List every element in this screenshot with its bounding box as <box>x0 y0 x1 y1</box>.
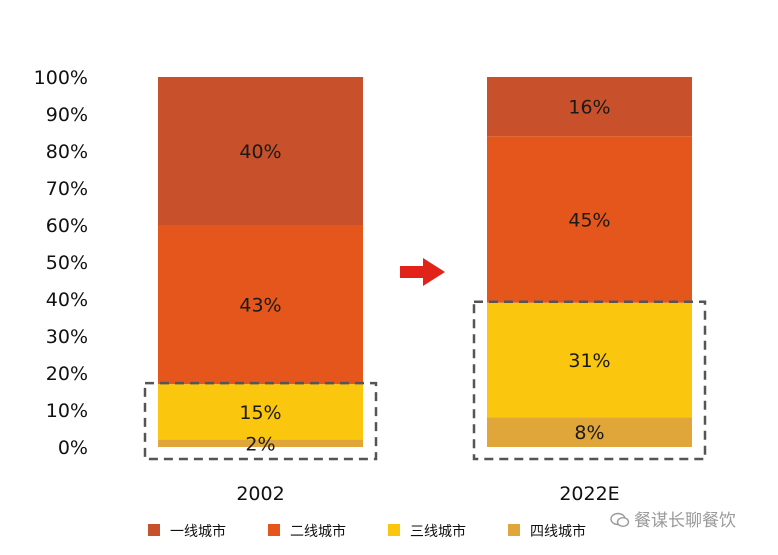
legend-label: 四线城市 <box>530 523 586 540</box>
x-category-label: 2022E <box>559 483 619 505</box>
y-tick-label: 60% <box>46 215 88 237</box>
x-axis-categories: 2002 2022E <box>236 483 619 505</box>
data-labels-group: 2% 15% 43% 40% 8% 31% 45% 16% <box>239 97 610 456</box>
y-tick-label: 40% <box>46 289 88 311</box>
y-tick-label: 80% <box>46 141 88 163</box>
bar-segment-1-3 <box>158 225 363 385</box>
bar-segment-2-1 <box>487 417 692 447</box>
y-tick-label: 90% <box>46 104 88 126</box>
legend-swatch <box>508 524 520 536</box>
legend-label: 二线城市 <box>290 523 346 540</box>
y-tick-label: 100% <box>34 67 88 89</box>
data-label: 31% <box>568 350 610 372</box>
bar-segment-2-2 <box>487 302 692 418</box>
watermark: 餐谋长聊餐饮 <box>610 506 736 531</box>
legend-swatch <box>148 524 160 536</box>
watermark-text: 餐谋长聊餐饮 <box>634 511 736 531</box>
y-tick-label: 0% <box>58 437 88 459</box>
data-label: 8% <box>574 422 604 444</box>
y-tick-label: 10% <box>46 400 88 422</box>
bars-group <box>158 77 692 447</box>
data-label: 16% <box>568 97 610 119</box>
legend-swatch <box>388 524 400 536</box>
arrow-shape <box>400 258 445 286</box>
bar-segment-1-1 <box>158 439 363 447</box>
dashed-highlight-box-1 <box>143 381 378 461</box>
dashed-highlight-box-2 <box>472 300 707 461</box>
dashed-boxes-group <box>143 300 707 461</box>
legend-swatch <box>268 524 280 536</box>
wechat-icon <box>610 512 630 528</box>
legend: 一线城市 二线城市 三线城市 四线城市 <box>148 523 586 540</box>
bar-segment-1-2 <box>158 384 363 440</box>
bar-segment-2-3 <box>487 136 692 303</box>
bar-segment-1-4 <box>158 77 363 225</box>
data-label: 43% <box>239 295 281 317</box>
legend-label: 三线城市 <box>410 523 466 540</box>
bar-segment-2-4 <box>487 77 692 137</box>
legend-label: 一线城市 <box>170 523 226 540</box>
data-label: 2% <box>245 433 275 455</box>
growth-arrow-icon <box>400 258 445 286</box>
y-axis: 0% 10% 20% 30% 40% 50% 60% 70% 80% 90% 100% <box>34 67 88 459</box>
y-tick-label: 50% <box>46 252 88 274</box>
data-label: 15% <box>239 402 281 424</box>
y-tick-label: 20% <box>46 363 88 385</box>
x-category-label: 2002 <box>236 483 284 505</box>
data-label: 45% <box>568 209 610 231</box>
y-tick-label: 30% <box>46 326 88 348</box>
y-tick-label: 70% <box>46 178 88 200</box>
data-label: 40% <box>239 141 281 163</box>
